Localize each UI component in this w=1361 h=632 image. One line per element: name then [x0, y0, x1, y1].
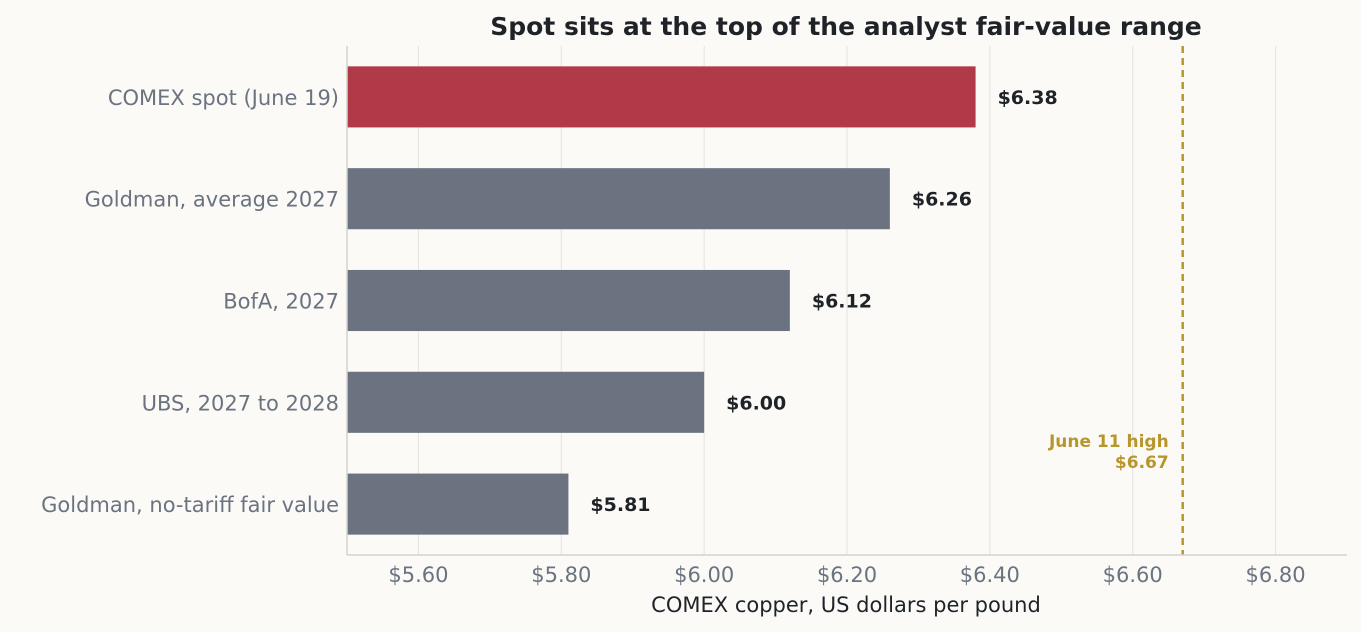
bar	[347, 66, 976, 128]
bar	[347, 168, 890, 230]
bar	[347, 473, 569, 535]
x-tick-label: $5.60	[388, 563, 448, 587]
x-tick-label: $6.00	[674, 563, 734, 587]
reference-line-label: $6.67	[1115, 453, 1169, 473]
labels: $5.60 $5.80 $6.00 $6.20 $6.40 $6.60 $6.80 COMEX…	[41, 86, 1306, 587]
bar-value-label: $6.38	[998, 87, 1058, 109]
category-label: COMEX spot (June 19)	[108, 86, 339, 110]
category-label: Goldman, average 2027	[85, 188, 339, 212]
axes	[346, 46, 1347, 556]
bar-value-label: $6.26	[912, 189, 972, 211]
bar	[347, 269, 790, 332]
x-tick-label: $6.60	[1103, 563, 1163, 587]
category-label: UBS, 2027 to 2028	[142, 391, 339, 415]
category-label: Goldman, no-tariff fair value	[41, 493, 339, 517]
x-tick-label: $6.80	[1246, 563, 1306, 587]
bar-value-label: $6.12	[812, 291, 872, 313]
bar	[347, 371, 705, 433]
x-tick-label: $6.20	[817, 563, 877, 587]
bar-value-label: $6.00	[726, 392, 786, 414]
reference-line-label: June 11 high	[1048, 432, 1169, 452]
x-axis-label: COMEX copper, US dollars per pound	[651, 593, 1041, 617]
bars	[347, 66, 976, 535]
x-tick-label: $5.80	[531, 563, 591, 587]
x-tick-label: $6.40	[960, 563, 1020, 587]
chart-title: Spot sits at the top of the analyst fair…	[490, 12, 1202, 41]
bar-value-label: $5.81	[590, 494, 650, 516]
reference-line-group: June 11 high$6.67	[1048, 46, 1184, 555]
category-label: BofA, 2027	[223, 290, 339, 314]
